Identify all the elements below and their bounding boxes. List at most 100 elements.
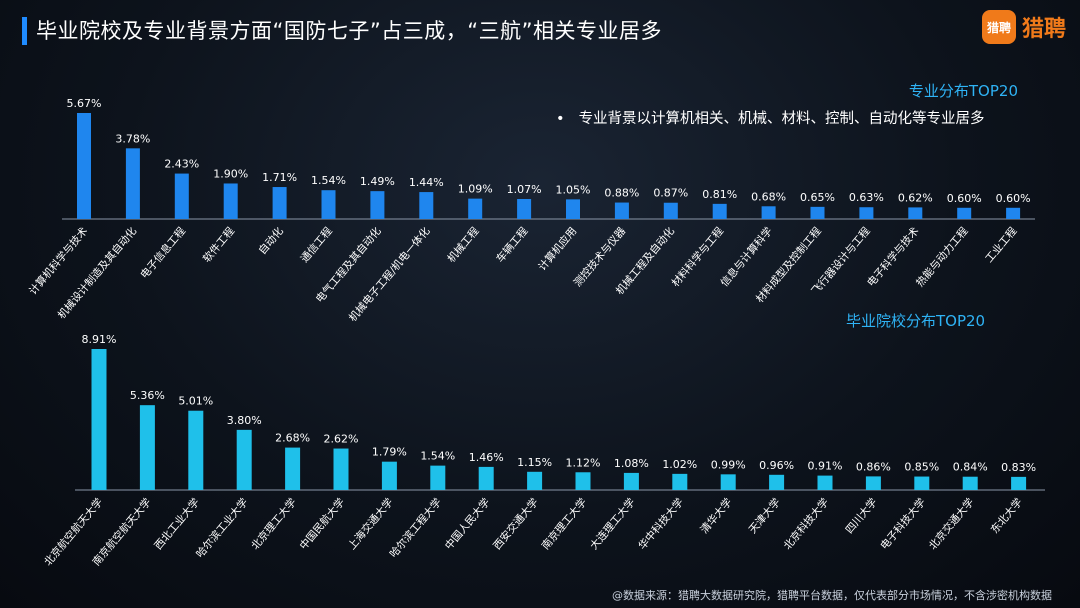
school-category-label: 北京理工大学 bbox=[248, 496, 298, 553]
school-bar bbox=[188, 410, 204, 490]
major-value-label: 1.49% bbox=[360, 175, 395, 188]
school-category-label: 南京理工大学 bbox=[539, 496, 589, 553]
major-category-label: 计算机应用 bbox=[536, 225, 580, 274]
school-category-label: 电子科技大学 bbox=[878, 496, 928, 553]
school-value-label: 1.08% bbox=[614, 457, 649, 470]
major-category-label: 工业工程 bbox=[983, 225, 1020, 265]
school-bar bbox=[672, 473, 688, 490]
school-bar bbox=[769, 474, 785, 490]
chart-title-majors: 专业分布TOP20 bbox=[908, 82, 1018, 100]
major-bar bbox=[957, 207, 972, 219]
major-value-label: 0.88% bbox=[604, 187, 639, 200]
major-category-label: 电子信息工程 bbox=[138, 224, 189, 281]
major-value-label: 0.63% bbox=[849, 191, 884, 204]
logo: 猎聘 猎聘 bbox=[981, 10, 1066, 44]
school-bar bbox=[91, 349, 107, 490]
major-bar bbox=[1006, 207, 1021, 219]
school-value-label: 0.99% bbox=[711, 458, 746, 471]
school-bar bbox=[817, 475, 833, 490]
major-bar bbox=[370, 191, 385, 219]
school-value-label: 1.79% bbox=[372, 446, 407, 459]
major-bar bbox=[663, 202, 678, 219]
major-category-label: 测控技术与仪器 bbox=[571, 224, 629, 289]
school-category-label: 西安交通大学 bbox=[490, 496, 540, 553]
school-value-label: 8.91% bbox=[82, 333, 117, 346]
school-value-label: 0.86% bbox=[856, 460, 891, 473]
major-value-label: 1.54% bbox=[311, 174, 346, 187]
major-value-label: 1.07% bbox=[507, 183, 542, 196]
major-bar bbox=[223, 183, 238, 219]
school-value-label: 2.68% bbox=[275, 432, 310, 445]
school-bar bbox=[575, 472, 591, 490]
school-category-label: 西北工业大学 bbox=[152, 496, 202, 553]
major-bar bbox=[517, 198, 532, 219]
major-value-label: 1.44% bbox=[409, 176, 444, 189]
major-category-label: 热能与动力工程 bbox=[913, 224, 971, 289]
school-category-label: 东北大学 bbox=[988, 496, 1025, 537]
data-source-note: @数据来源：猎聘大数据研究院，猎聘平台数据，仅代表部分市场情况，不含涉密机构数据 bbox=[612, 589, 1052, 602]
school-value-label: 0.84% bbox=[953, 461, 988, 474]
school-category-label: 北京交通大学 bbox=[926, 496, 976, 553]
major-bar bbox=[810, 206, 825, 219]
school-value-label: 1.15% bbox=[517, 456, 552, 469]
major-category-label: 车辆工程 bbox=[493, 224, 530, 265]
school-value-label: 1.02% bbox=[662, 458, 697, 471]
major-category-label: 机械工程 bbox=[445, 224, 482, 265]
school-bar bbox=[1011, 476, 1027, 490]
major-bar bbox=[859, 207, 874, 219]
major-value-label: 0.65% bbox=[800, 191, 835, 204]
major-bar bbox=[761, 206, 776, 219]
school-value-label: 0.96% bbox=[759, 459, 794, 472]
school-value-label: 2.62% bbox=[324, 433, 359, 446]
major-bar bbox=[468, 198, 483, 219]
school-value-label: 5.36% bbox=[130, 389, 165, 402]
major-value-label: 5.67% bbox=[67, 97, 102, 110]
note-label: 专业背景以计算机相关、机械、材料、控制、自动化等专业居多 bbox=[578, 111, 985, 127]
school-bar bbox=[623, 472, 639, 490]
school-category-label: 中国民航大学 bbox=[297, 496, 347, 553]
major-value-label: 0.87% bbox=[653, 187, 688, 200]
school-bar bbox=[962, 476, 978, 490]
school-bar bbox=[430, 465, 446, 490]
logo-badge: 猎聘 bbox=[981, 10, 1016, 44]
major-category-label: 信息与计算科学 bbox=[718, 225, 775, 290]
major-category-label: 电子科学与技术 bbox=[864, 224, 922, 289]
school-category-label: 北京科技大学 bbox=[781, 496, 831, 553]
chart-title-schools: 毕业院校分布TOP20 bbox=[846, 312, 986, 330]
note-bullet: • bbox=[556, 111, 565, 127]
major-category-label: 机械电子工程/机电一体化 bbox=[346, 224, 433, 324]
school-value-label: 1.54% bbox=[420, 450, 455, 463]
major-value-label: 1.90% bbox=[213, 167, 248, 180]
major-bar bbox=[272, 187, 287, 219]
school-category-label: 大连理工大学 bbox=[587, 496, 637, 553]
school-category-label: 上海交通大学 bbox=[345, 496, 395, 553]
school-bar bbox=[527, 471, 543, 490]
major-bar bbox=[566, 199, 580, 219]
page-title: 毕业院校及专业背景方面“国防七子”占三成，“三航”相关专业居多 bbox=[36, 19, 663, 43]
school-category-label: 清华大学 bbox=[698, 496, 735, 537]
major-bar bbox=[321, 190, 336, 219]
school-value-label: 3.80% bbox=[227, 414, 262, 427]
school-bar bbox=[720, 474, 736, 490]
major-category-label: 机械设计制造及其自动化 bbox=[55, 224, 140, 321]
school-bar bbox=[236, 429, 252, 490]
title-accent-bar bbox=[22, 17, 27, 45]
major-value-label: 1.05% bbox=[556, 183, 591, 196]
major-value-label: 0.60% bbox=[947, 192, 982, 205]
school-value-label: 5.01% bbox=[178, 395, 213, 408]
school-value-label: 0.91% bbox=[808, 460, 843, 473]
major-bar bbox=[908, 207, 923, 219]
school-value-label: 1.46% bbox=[469, 451, 504, 464]
school-bar bbox=[381, 461, 397, 490]
school-category-label: 华中科技大学 bbox=[636, 496, 686, 553]
school-category-label: 哈尔滨工业大学 bbox=[193, 496, 250, 561]
major-bar bbox=[174, 173, 189, 219]
major-value-label: 0.60% bbox=[996, 192, 1031, 205]
school-bar bbox=[865, 476, 881, 490]
school-bar bbox=[139, 405, 155, 490]
school-bar bbox=[285, 447, 301, 490]
school-bar bbox=[478, 466, 494, 490]
school-category-label: 哈尔滨工程大学 bbox=[387, 496, 444, 561]
major-value-label: 1.09% bbox=[458, 183, 493, 196]
